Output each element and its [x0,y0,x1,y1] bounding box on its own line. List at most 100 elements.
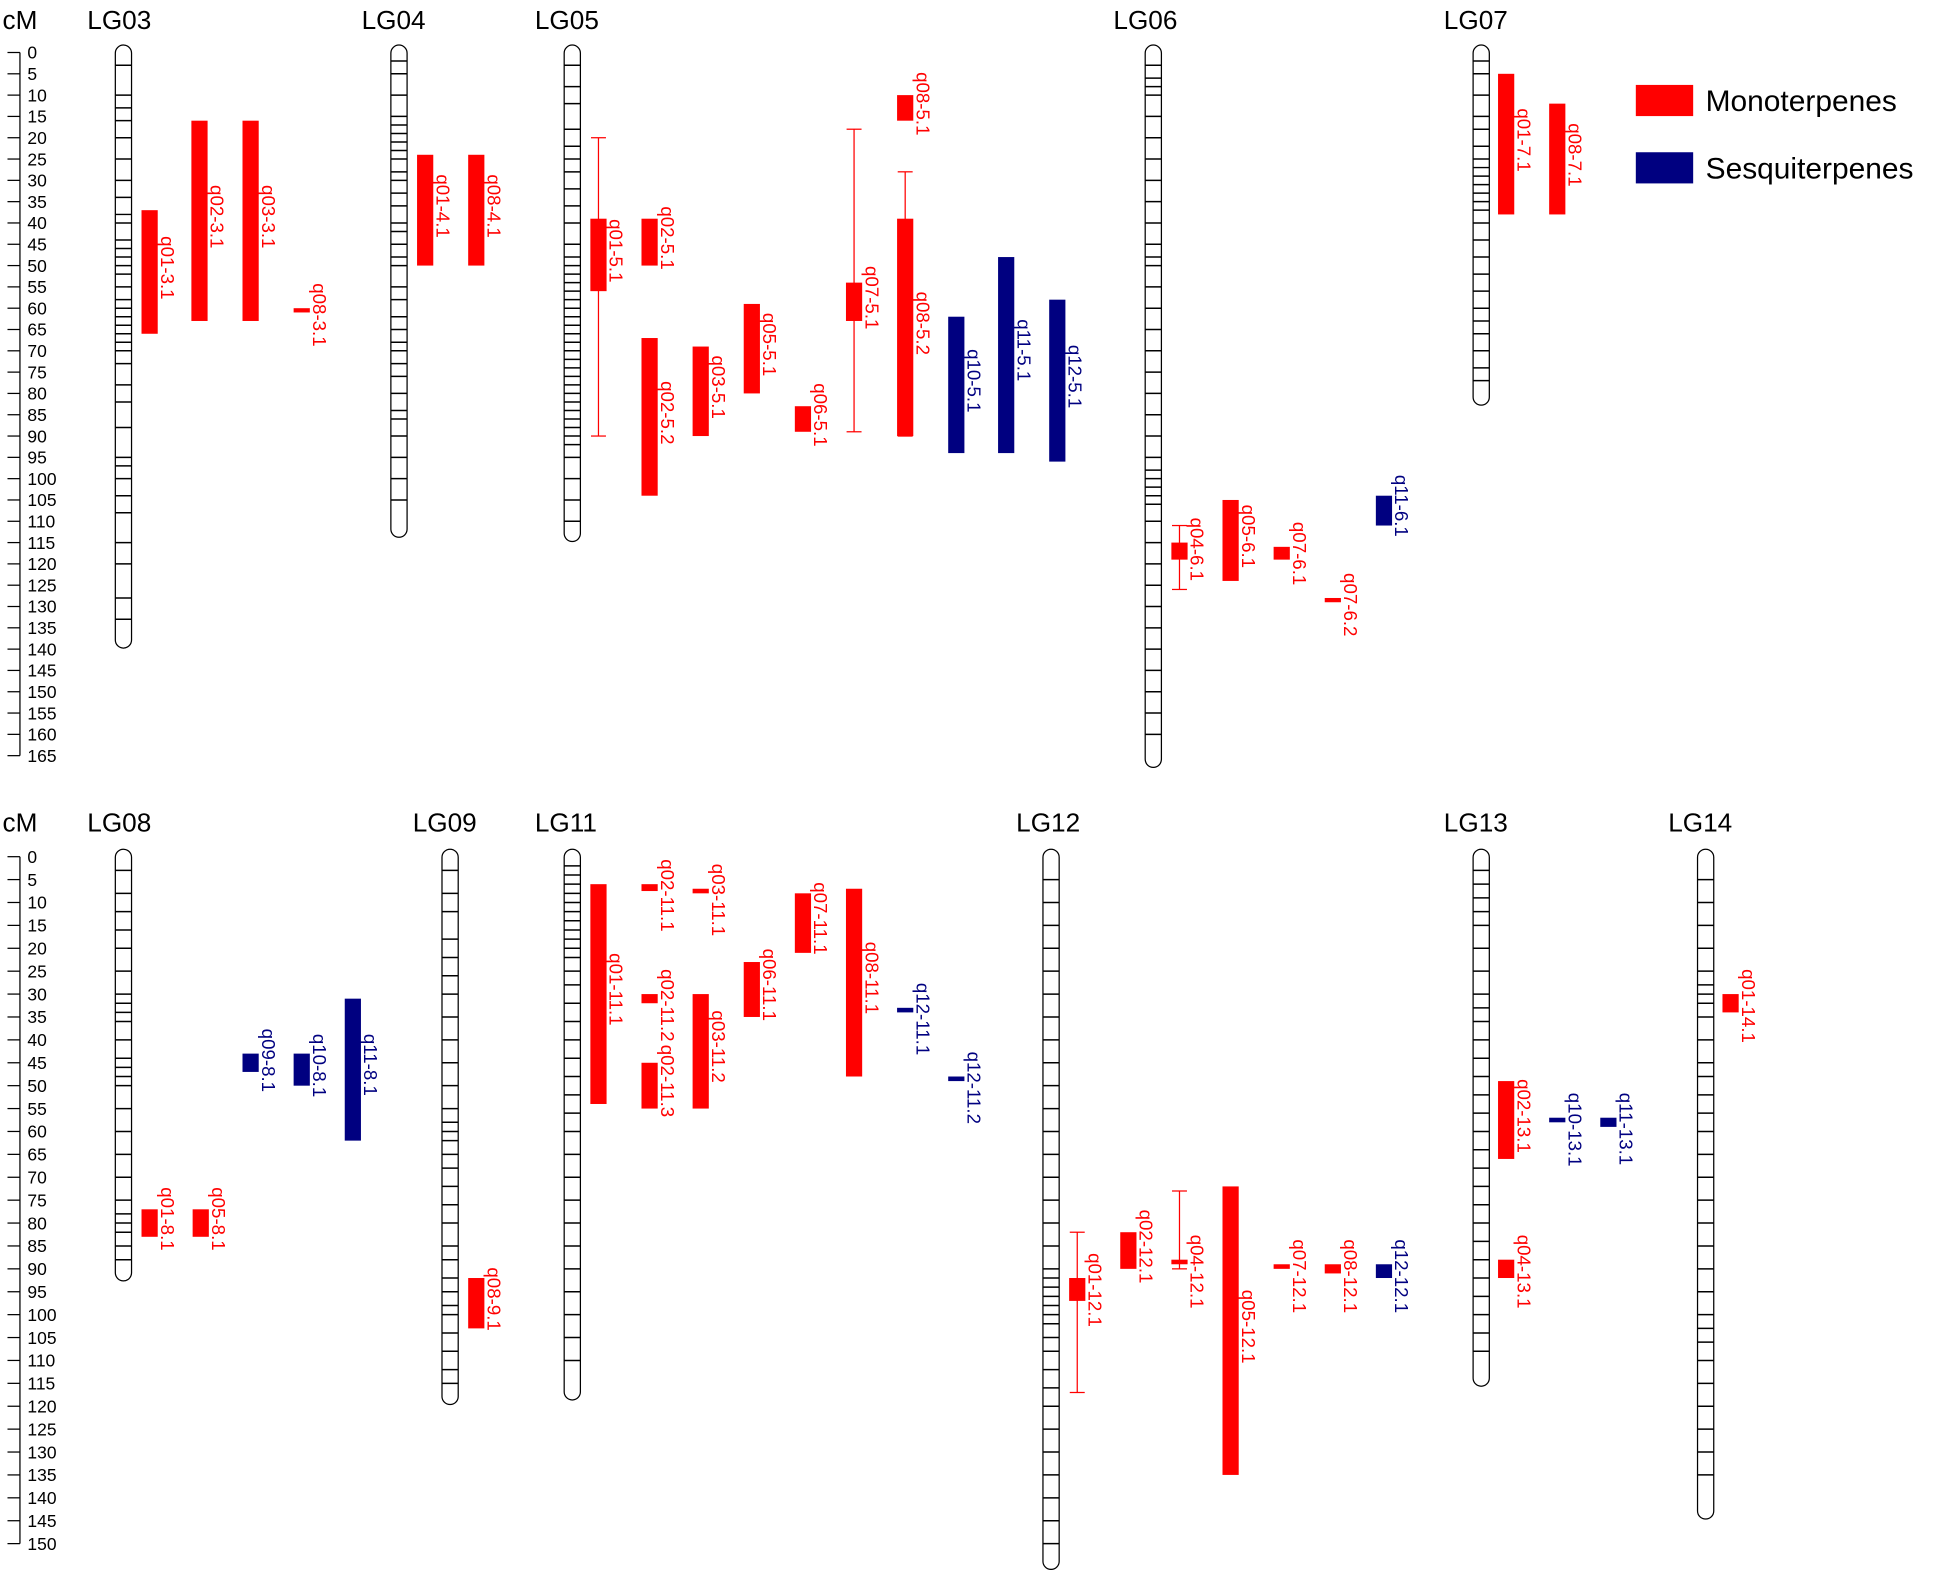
tick-label: 50 [27,1076,47,1096]
qtl-label: q06-11.1 [759,949,780,1021]
qtl-label: q01-4.1 [432,174,453,237]
qtl-bar [641,1062,658,1109]
tick-label: 165 [27,746,56,766]
tick-label: 110 [27,512,55,532]
qtl-bar [845,282,863,321]
tick-label: 45 [27,235,46,255]
qtl-bar [1600,1117,1617,1127]
qtl-bar [1120,1232,1137,1269]
qtl-bar [1722,994,1739,1013]
qtl-label: q11-8.1 [360,1034,381,1096]
qtl-label: q08-9.1 [484,1267,505,1330]
qtl-label: q08-5.1 [912,72,933,135]
tick-label: 115 [27,533,55,553]
qtl-label: q08-4.1 [484,174,505,237]
tick-label: 5 [27,870,37,890]
qtl-label: q04-12.1 [1187,1235,1208,1309]
tick-label: 160 [27,725,56,745]
qtl-label: q02-12.1 [1136,1210,1157,1284]
qtl-bar [192,1209,209,1237]
qtl-label: q11-6.1 [1391,475,1412,537]
tick-label: 25 [27,149,46,169]
tick-label: 130 [27,1442,56,1462]
qtl-label: q01-3.1 [157,236,178,299]
tick-label: 130 [27,597,56,617]
tick-label: 70 [27,341,47,361]
qtl-bar [641,338,658,496]
qtl-bar [468,1278,485,1329]
tick-label: 20 [27,939,47,959]
qtl-bar [191,120,208,321]
qtl-label: q11-13.1 [1616,1093,1637,1165]
chromosome [1696,848,1715,1520]
chromosome [563,848,582,1401]
tick-label: 135 [27,1465,56,1485]
qtl-bar [641,994,658,1004]
tick-label: 10 [27,893,47,913]
tick-label: 150 [27,682,56,702]
qtl-label: q05-6.1 [1238,505,1259,568]
qtl-label: q02-11.1 [657,859,678,931]
qtl-bar [1324,1264,1341,1274]
tick-label: 80 [27,1213,47,1233]
legend-label: Sesquiterpenes [1706,152,1914,185]
qtl-bar [948,316,965,454]
tick-label: 125 [27,1419,56,1439]
group-label: LG12 [1016,808,1080,838]
chromosome [390,44,408,538]
qtl-label: q07-6.2 [1340,573,1361,636]
tick-label: 45 [27,1053,46,1073]
qtl-label: q06-5.1 [810,383,831,446]
axis-label: cM [2,808,37,838]
group-label: LG11 [535,808,597,838]
qtl-bar [417,154,434,266]
qtl-label: q01-14.1 [1738,969,1759,1043]
qtl-label: q12-5.1 [1065,345,1086,408]
tick-label: 10 [27,85,47,105]
group-label: LG09 [413,808,477,838]
tick-label: 25 [27,961,46,981]
qtl-label: q07-11.1 [810,882,831,954]
qtl-label: q03-11.1 [708,864,729,936]
qtl-label: q01-7.1 [1513,108,1534,171]
qtl-bar [1273,546,1290,560]
qtl-label: q07-12.1 [1289,1239,1310,1313]
qtl-bar [1549,1117,1566,1123]
qtl-label: q03-3.1 [258,185,279,248]
group-label: LG05 [535,5,599,35]
qtl-bar [845,888,863,1077]
tick-label: 15 [27,107,46,127]
tick-label: 155 [27,703,56,723]
qtl-label: q10-8.1 [309,1034,330,1097]
tick-label: 145 [27,661,56,681]
tick-label: 95 [27,448,46,468]
tick-label: 40 [27,1030,47,1050]
tick-label: 20 [27,128,47,148]
qtl-bar [141,210,158,334]
tick-label: 15 [27,916,46,936]
chromosome [441,848,459,1406]
qtl-bar [293,1053,310,1086]
qtl-label: q02-5.1 [657,206,678,269]
qtl-label: q02-3.1 [207,185,228,248]
qtl-bar [692,994,709,1109]
qtl-label: q04-6.1 [1187,518,1208,581]
qtl-label: q01-5.1 [606,219,627,282]
qtl-label: q07-6.1 [1289,522,1310,585]
qtl-label: q12-11.1 [912,983,933,1055]
qtl-label: q08-5.2 [912,292,933,355]
tick-label: 140 [27,1488,56,1508]
qtl-bar [794,406,812,432]
tick-label: 75 [27,1190,46,1210]
tick-label: 55 [27,277,46,297]
qtl-label: q05-8.1 [208,1187,229,1250]
chromosome [1472,44,1490,406]
tick-label: 65 [27,320,46,340]
tick-label: 95 [27,1282,46,1302]
tick-label: 5 [27,64,37,84]
qtl-bar [141,1209,158,1237]
tick-label: 75 [27,362,46,382]
tick-label: 85 [27,1236,46,1256]
